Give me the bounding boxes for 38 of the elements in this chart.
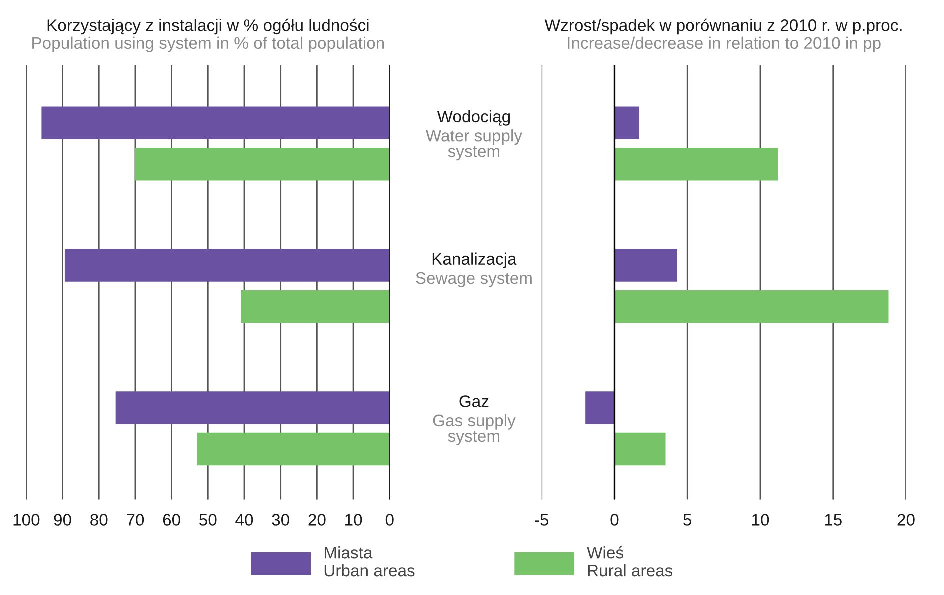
chart-subtitle: Population using system in % of total population (32, 36, 384, 52)
y-tick-label: Wodociąg Water supply system (426, 110, 522, 161)
bar (116, 392, 390, 424)
x-tick-label: 30 (272, 514, 290, 526)
bar (586, 392, 615, 424)
x-tick-label: 5 (684, 514, 692, 526)
legend-label: Wieś Rural areas (587, 546, 673, 577)
x-tick-label: 100 (14, 514, 40, 526)
bar (42, 106, 390, 140)
chart-title: Wzrost/spadek w porównaniu z 2010 r. w p.proc. (544, 18, 902, 35)
x-tick-label: 90 (54, 514, 72, 526)
y-tick-label: Kanalizacja Sewage system (416, 252, 532, 288)
x-tick-label: 40 (236, 514, 254, 526)
y-tick-label: Gaz Gas supply system (433, 396, 516, 446)
x-tick-label: 20 (898, 514, 915, 526)
legend-label: Miasta Urban areas (324, 546, 415, 577)
bar (241, 290, 390, 324)
x-tick-label: 0 (610, 514, 619, 526)
bar (614, 106, 640, 140)
bar (614, 290, 889, 324)
chart-title: Korzystający z instalacji w % ogółu ludności (48, 18, 369, 35)
x-tick-label: 10 (752, 514, 770, 526)
bar (614, 249, 678, 282)
x-tick-label: 20 (308, 514, 326, 526)
bar (64, 249, 390, 282)
x-tick-label: 80 (90, 514, 108, 526)
chart-subtitle: Increase/decrease in relation to 2010 in pp (568, 36, 881, 52)
bar (614, 432, 666, 466)
x-tick-label: 60 (163, 514, 180, 526)
bar (135, 148, 390, 181)
bar (197, 432, 390, 466)
x-tick-label: 50 (200, 514, 217, 526)
bar (614, 148, 778, 181)
x-tick-label: 10 (346, 514, 362, 526)
x-tick-label: 70 (127, 514, 144, 526)
x-tick-label: 15 (825, 514, 842, 526)
x-tick-label: -5 (535, 514, 549, 526)
x-tick-label: 0 (386, 514, 394, 526)
